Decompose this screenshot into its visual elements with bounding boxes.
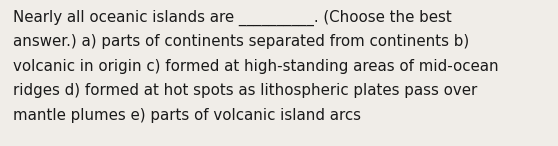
Text: ridges d) formed at hot spots as lithospheric plates pass over: ridges d) formed at hot spots as lithosp… bbox=[13, 84, 477, 99]
Text: mantle plumes e) parts of volcanic island arcs: mantle plumes e) parts of volcanic islan… bbox=[13, 108, 361, 123]
Text: Nearly all oceanic islands are __________. (Choose the best: Nearly all oceanic islands are _________… bbox=[13, 10, 452, 26]
Text: volcanic in origin c) formed at high-standing areas of mid-ocean: volcanic in origin c) formed at high-sta… bbox=[13, 59, 499, 74]
Text: answer.) a) parts of continents separated from continents b): answer.) a) parts of continents separate… bbox=[13, 34, 469, 49]
